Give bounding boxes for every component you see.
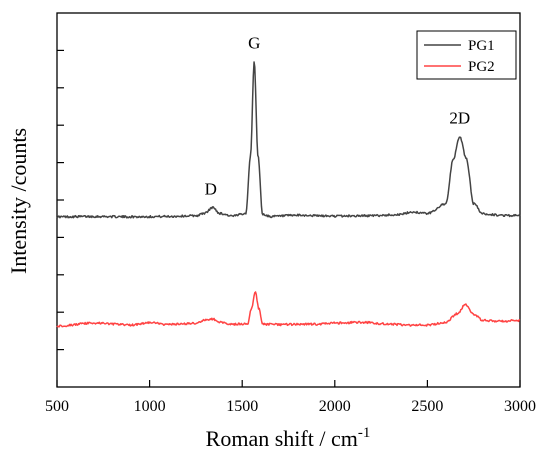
series-line-pg1 — [56, 61, 521, 219]
x-axis-title-text: Roman shift / cm — [206, 426, 358, 451]
y-axis-title: Intensity /counts — [6, 128, 31, 274]
peak-label: D — [205, 179, 217, 198]
legend-label: PG1 — [468, 38, 495, 54]
legend-box — [416, 30, 517, 80]
x-tick-label: 1500 — [226, 398, 258, 415]
x-axis-title-superscript: -1 — [358, 425, 371, 441]
legend-label: PG2 — [468, 59, 495, 75]
x-tick-label: 1000 — [134, 398, 166, 415]
x-axis-title: Roman shift / cm-1 — [206, 425, 371, 451]
series-layer — [56, 61, 521, 328]
x-tick-label: 2000 — [319, 398, 351, 415]
x-tick-label: 3000 — [504, 398, 536, 415]
x-tick-label: 500 — [45, 398, 69, 415]
x-tick-label: 2500 — [411, 398, 443, 415]
y-axis-ticks — [57, 49, 64, 351]
peak-label: G — [248, 34, 260, 53]
peak-annotations: D G 2D — [205, 34, 471, 199]
series-line-pg2 — [56, 291, 521, 328]
x-axis-ticks: 500 1000 1500 2000 2500 3000 — [45, 380, 536, 415]
peak-label: 2D — [449, 108, 470, 127]
